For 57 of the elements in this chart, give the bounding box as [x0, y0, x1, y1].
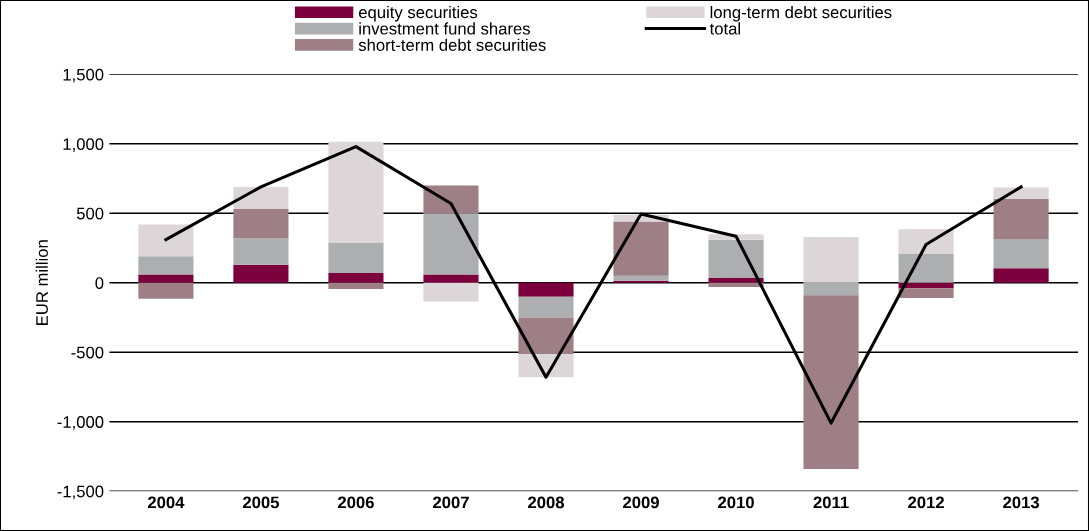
bar — [328, 141, 384, 243]
bar — [803, 282, 859, 296]
bar — [423, 213, 479, 275]
x-tick-label: 2012 — [908, 496, 944, 509]
bar — [423, 185, 479, 214]
y-axis-title: EUR million — [35, 240, 48, 325]
bar — [898, 229, 954, 254]
x-tick-label: 2013 — [1003, 496, 1040, 509]
bar — [518, 296, 574, 318]
bar — [233, 238, 289, 265]
bar — [328, 242, 384, 274]
legend-label: investment fund shares — [359, 22, 530, 35]
bar — [233, 209, 289, 239]
bar — [138, 282, 194, 299]
y-tick-label: -500 — [71, 346, 104, 359]
bar — [993, 238, 1049, 269]
bar — [613, 275, 669, 281]
bar — [328, 282, 384, 290]
x-tick-label: 2010 — [718, 496, 754, 509]
legend-label: total — [709, 22, 740, 35]
bar — [518, 282, 574, 297]
x-tick-label: 2004 — [147, 496, 185, 509]
bar — [993, 198, 1049, 239]
y-tick-label: -1,500 — [57, 485, 104, 500]
x-tick-label: 2005 — [242, 496, 280, 509]
y-tick-label: 0 — [95, 277, 104, 289]
bar — [993, 268, 1049, 283]
bar — [423, 282, 479, 302]
bar — [138, 274, 194, 283]
bar — [898, 288, 954, 299]
bar — [328, 273, 384, 283]
x-tick-label: 2006 — [338, 496, 374, 509]
bar — [613, 280, 669, 283]
y-tick-label: 1,500 — [63, 68, 104, 83]
x-tick-label: 2007 — [433, 496, 469, 509]
y-tick-label: -1,000 — [57, 416, 104, 430]
bar — [138, 224, 194, 257]
bar — [708, 282, 764, 287]
x-tick-label: 2008 — [528, 496, 565, 509]
bar — [233, 264, 289, 283]
y-tick-label: 1,000 — [63, 138, 104, 152]
bar — [613, 221, 669, 276]
bar — [803, 236, 859, 283]
legend-label: long-term debt securities — [710, 5, 892, 22]
x-tick-label: 2009 — [623, 496, 659, 509]
legend-label: equity securities — [358, 5, 478, 22]
bar — [423, 274, 479, 283]
bar — [898, 253, 954, 283]
x-tick-label: 2011 — [813, 496, 849, 509]
bar — [803, 295, 859, 469]
bar — [708, 277, 764, 283]
y-tick-label: 500 — [76, 207, 104, 220]
legend-label: short-term debt securities — [358, 38, 546, 51]
bar — [708, 239, 764, 278]
bar — [138, 256, 194, 275]
bar — [233, 186, 289, 210]
bar — [518, 317, 574, 355]
